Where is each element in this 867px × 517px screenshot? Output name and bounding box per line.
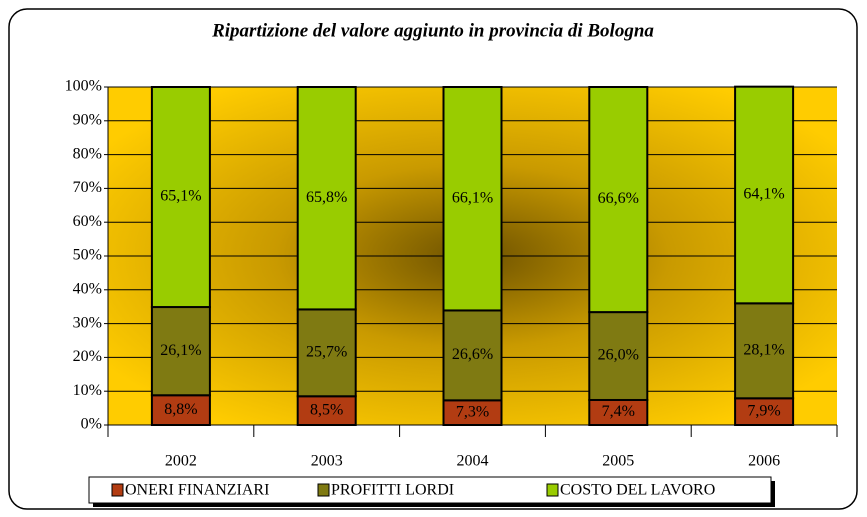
bar-segment bbox=[442, 309, 503, 402]
y-tick-label: 100% bbox=[65, 78, 102, 95]
bar-segment bbox=[296, 86, 357, 311]
chart-title: Ripartizione del valore aggiunto in prov… bbox=[211, 20, 654, 41]
y-tick-label: 30% bbox=[73, 314, 102, 331]
y-tick-label: 50% bbox=[73, 247, 102, 264]
bar-segment bbox=[150, 86, 211, 309]
x-tick-label: 2006 bbox=[748, 453, 780, 470]
legend-label: PROFITTI LORDI bbox=[331, 482, 454, 499]
y-tick-label: 10% bbox=[73, 382, 102, 399]
value-label: 66,6% bbox=[598, 190, 639, 207]
value-label: 25,7% bbox=[306, 344, 347, 361]
bar-segment bbox=[588, 398, 649, 427]
value-label: 26,0% bbox=[598, 347, 639, 364]
value-label: 26,6% bbox=[452, 346, 493, 363]
value-label: 8,5% bbox=[310, 401, 343, 418]
x-tick-label: 2004 bbox=[457, 453, 489, 470]
value-label: 66,1% bbox=[452, 189, 493, 206]
y-tick-label: 20% bbox=[73, 348, 102, 365]
legend-swatch bbox=[317, 483, 330, 497]
y-tick-label: 70% bbox=[73, 179, 102, 196]
bar-segment bbox=[588, 86, 649, 314]
y-tick-label: 0% bbox=[81, 416, 102, 433]
y-tick-label: 90% bbox=[73, 111, 102, 128]
x-tick-label: 2003 bbox=[311, 453, 343, 470]
legend-label: COSTO DEL LAVORO bbox=[560, 482, 715, 499]
value-label: 7,3% bbox=[456, 403, 489, 420]
legend-label: ONERI FINANZIARI bbox=[125, 482, 269, 499]
value-label: 7,9% bbox=[747, 402, 780, 419]
value-label: 8,8% bbox=[164, 401, 197, 418]
legend-swatch bbox=[111, 483, 124, 497]
value-label: 64,1% bbox=[743, 186, 784, 203]
bar-segment bbox=[150, 394, 211, 427]
y-tick-label: 40% bbox=[73, 280, 102, 297]
value-label: 28,1% bbox=[743, 341, 784, 358]
legend-box bbox=[88, 476, 772, 504]
bar-segment bbox=[734, 85, 795, 305]
x-tick-label: 2002 bbox=[165, 453, 197, 470]
bar-segment bbox=[734, 302, 795, 400]
bar-segment bbox=[442, 86, 503, 312]
x-tick-label: 2005 bbox=[602, 453, 634, 470]
y-tick-label: 80% bbox=[73, 145, 102, 162]
bar-segment bbox=[442, 399, 503, 426]
value-label: 7,4% bbox=[602, 403, 635, 420]
value-label: 65,8% bbox=[306, 189, 347, 206]
y-tick-label: 60% bbox=[73, 213, 102, 230]
legend-swatch bbox=[546, 483, 559, 497]
bar-segment bbox=[296, 308, 357, 398]
bar-segment bbox=[150, 306, 211, 397]
value-label: 26,1% bbox=[160, 342, 201, 359]
value-label: 65,1% bbox=[160, 188, 201, 205]
